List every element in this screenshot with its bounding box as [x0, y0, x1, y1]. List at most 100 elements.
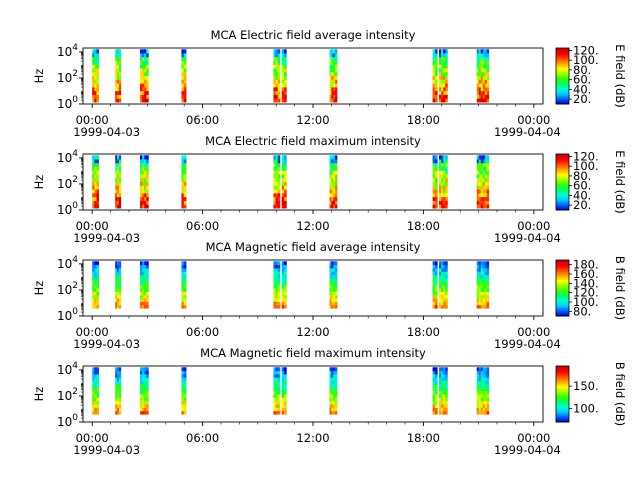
- spectrogram-cell: [486, 397, 490, 402]
- spectrogram-cell: [96, 204, 100, 209]
- spectrogram-cell: [115, 380, 118, 385]
- spectrogram-cell: [484, 196, 488, 201]
- spectrogram-cell: [443, 177, 446, 183]
- spectrogram-cell: [329, 192, 332, 198]
- spectrogram-cell: [335, 49, 338, 54]
- colorbar-segment: [556, 101, 569, 104]
- colorbar-segment: [556, 70, 569, 73]
- spectrogram-cell: [146, 268, 149, 272]
- spectrogram-cell: [94, 291, 97, 296]
- spectrogram-cell: [140, 387, 143, 392]
- spectrogram-cell: [94, 53, 97, 58]
- spectrogram-cell: [277, 177, 281, 183]
- spectrogram-cell: [94, 166, 97, 171]
- spectrogram-cell: [484, 291, 488, 296]
- spectrogram-cell: [96, 64, 100, 69]
- spectrogram-cell: [480, 397, 484, 402]
- spectrogram-cell: [441, 79, 444, 84]
- spectrogram-cell: [115, 64, 118, 69]
- spectrogram-cell: [96, 170, 100, 175]
- spectrogram-cell: [335, 374, 338, 378]
- spectrogram-cell: [183, 298, 187, 302]
- spectrogram-cell: [115, 400, 118, 405]
- spectrogram-cell: [277, 94, 281, 99]
- spectrogram-cell: [96, 387, 100, 392]
- spectrogram-cell: [273, 155, 276, 160]
- spectrogram-cell: [92, 174, 95, 179]
- colorbar-segment: [556, 285, 569, 288]
- spectrogram-cell: [486, 155, 490, 160]
- spectrogram-cell: [118, 400, 122, 405]
- spectrogram-cell: [118, 159, 122, 164]
- spectrogram-cell: [273, 177, 276, 183]
- spectrogram-cell: [443, 268, 446, 272]
- spectrogram-cell: [443, 284, 446, 289]
- spectrogram-cell: [181, 49, 185, 54]
- spectrogram-cell: [329, 390, 332, 395]
- spectrogram-cell: [273, 298, 276, 302]
- spectrogram-cell: [482, 185, 486, 190]
- spectrogram-cell: [478, 374, 482, 378]
- spectrogram-cell: [484, 83, 488, 88]
- spectrogram-cell: [94, 162, 97, 168]
- spectrogram-cell: [183, 56, 187, 62]
- spectrogram-cell: [144, 387, 147, 392]
- spectrogram-cell: [115, 189, 118, 194]
- spectrogram-cell: [484, 94, 488, 99]
- spectrogram-cell: [333, 394, 336, 398]
- spectrogram-cell: [140, 86, 143, 92]
- spectrogram-cell: [118, 204, 122, 209]
- spectrogram-cell: [480, 304, 484, 309]
- spectrogram-cell: [275, 301, 279, 306]
- spectrogram-cell: [441, 301, 444, 306]
- spectrogram-cell: [281, 68, 285, 73]
- spectrogram-cell: [96, 177, 100, 183]
- spectrogram-cell: [335, 367, 338, 372]
- spectrogram-cell: [118, 374, 122, 378]
- spectrogram-cell: [441, 155, 444, 160]
- colorbar-segment: [556, 420, 569, 423]
- spectrogram-cell: [331, 189, 334, 194]
- colorbar-segment: [556, 274, 569, 276]
- spectrogram-cell: [92, 166, 95, 171]
- spectrogram-cell: [284, 304, 287, 309]
- spectrogram-cell: [443, 166, 446, 171]
- spectrogram-cell: [92, 377, 95, 382]
- spectrogram-cell: [329, 181, 332, 186]
- spectrogram-cell: [181, 86, 185, 92]
- spectrogram-cell: [441, 90, 444, 95]
- spectrogram-cell: [434, 185, 438, 190]
- spectrogram-cell: [96, 271, 100, 276]
- spectrogram-cell: [275, 200, 279, 205]
- spectrogram-cell: [144, 53, 147, 58]
- spectrogram-cell: [277, 291, 281, 296]
- spectrogram-cell: [480, 394, 484, 398]
- spectrogram-cell: [439, 189, 442, 194]
- spectrogram-cell: [478, 410, 482, 415]
- spectrogram-cell: [183, 397, 187, 402]
- spectrogram-cell: [281, 94, 285, 99]
- spectrogram-cell: [482, 301, 486, 306]
- spectrogram-cell: [329, 60, 332, 65]
- spectrogram-cell: [441, 264, 444, 269]
- spectrogram-cell: [482, 294, 486, 299]
- spectrogram-cell: [92, 387, 95, 392]
- spectrogram-cell: [146, 192, 149, 198]
- colorbar-segment: [556, 278, 569, 281]
- spectrogram-cell: [333, 68, 336, 73]
- spectrogram-cell: [115, 56, 118, 62]
- x-tick-label: 00:00: [517, 431, 550, 445]
- spectrogram-cell: [439, 177, 442, 183]
- spectrogram-cell: [146, 53, 149, 58]
- spectrogram-cell: [482, 181, 486, 186]
- colorbar-tick-label: 60.: [573, 73, 591, 87]
- colorbar-segment: [556, 74, 569, 77]
- spectrogram-cell: [486, 274, 490, 279]
- spectrogram-cell: [277, 174, 281, 179]
- spectrogram-cell: [478, 79, 482, 84]
- spectrogram-cell: [117, 390, 120, 395]
- spectrogram-cell: [439, 397, 442, 402]
- spectrogram-cell: [476, 83, 480, 88]
- spectrogram-cell: [275, 271, 279, 276]
- spectrogram-cell: [335, 387, 338, 392]
